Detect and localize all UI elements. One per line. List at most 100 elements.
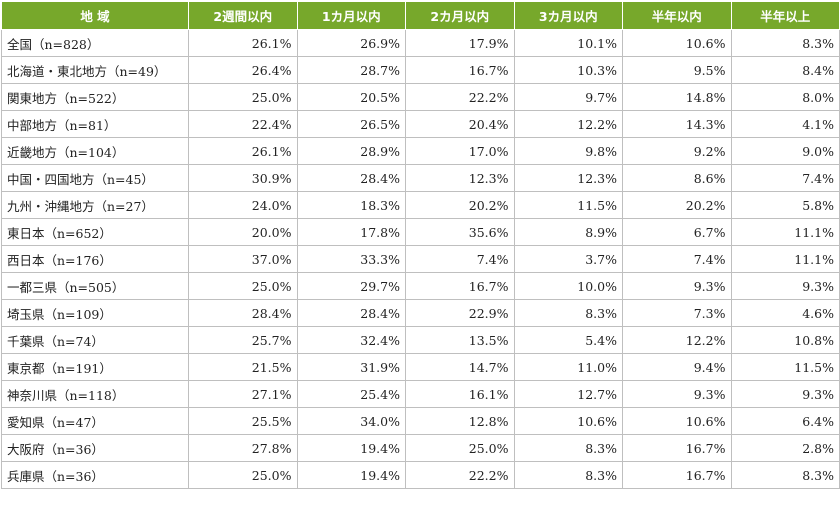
percent-cell: 27.1%	[188, 380, 298, 408]
header-2-weeks: 2週間以内	[188, 1, 298, 30]
percent-cell: 26.1%	[188, 29, 298, 57]
region-cell: 全国（n=828）	[1, 29, 189, 57]
percent-cell: 19.4%	[296, 434, 406, 462]
region-cell: 兵庫県（n=36）	[1, 461, 189, 489]
region-cell: 近畿地方（n=104）	[1, 137, 189, 165]
region-period-table: 地 域 2週間以内 1カ月以内 2カ月以内 3カ月以内 半年以内 半年以上 全国…	[1, 1, 840, 489]
percent-cell: 7.4%	[405, 245, 515, 273]
percent-cell: 16.7%	[622, 461, 732, 489]
percent-cell: 25.0%	[188, 461, 298, 489]
percent-cell: 17.8%	[296, 218, 406, 246]
percent-cell: 27.8%	[188, 434, 298, 462]
region-cell: 関東地方（n=522）	[1, 83, 189, 111]
percent-cell: 26.4%	[188, 56, 298, 84]
percent-cell: 25.0%	[405, 434, 515, 462]
percent-cell: 20.5%	[296, 83, 406, 111]
percent-cell: 9.3%	[622, 380, 732, 408]
header-over-half-year: 半年以上	[730, 1, 840, 30]
percent-cell: 17.9%	[405, 29, 515, 57]
percent-cell: 8.6%	[622, 164, 732, 192]
percent-cell: 8.3%	[513, 434, 623, 462]
percent-cell: 9.7%	[513, 83, 623, 111]
percent-cell: 9.4%	[622, 353, 732, 381]
region-cell: 埼玉県（n=109）	[1, 299, 189, 327]
percent-cell: 20.4%	[405, 110, 515, 138]
table-row: 埼玉県（n=109） 28.4% 28.4% 22.9% 8.3% 7.3% 4.6%	[1, 299, 840, 327]
table-row: 近畿地方（n=104） 26.1% 28.9% 17.0% 9.8% 9.2% 9.0%	[1, 137, 840, 165]
percent-cell: 14.3%	[622, 110, 732, 138]
percent-cell: 28.4%	[296, 164, 406, 192]
percent-cell: 21.5%	[188, 353, 298, 381]
percent-cell: 16.7%	[405, 56, 515, 84]
percent-cell: 12.3%	[513, 164, 623, 192]
percent-cell: 25.0%	[188, 83, 298, 111]
percent-cell: 2.8%	[730, 434, 840, 462]
region-cell: 東京都（n=191）	[1, 353, 189, 381]
percent-cell: 11.1%	[730, 218, 840, 246]
table-row: 全国（n=828） 26.1% 26.9% 17.9% 10.1% 10.6% 8.3%	[1, 29, 840, 57]
table-row: 九州・沖縄地方（n=27） 24.0% 18.3% 20.2% 11.5% 20.2% 5.…	[1, 191, 840, 219]
percent-cell: 10.0%	[513, 272, 623, 300]
table-row: 東京都（n=191） 21.5% 31.9% 14.7% 11.0% 9.4% 11.5%	[1, 353, 840, 381]
percent-cell: 8.3%	[730, 461, 840, 489]
region-cell: 東日本（n=652）	[1, 218, 189, 246]
region-cell: 中国・四国地方（n=45）	[1, 164, 189, 192]
region-cell: 一都三県（n=505）	[1, 272, 189, 300]
percent-cell: 8.3%	[730, 29, 840, 57]
region-cell: 愛知県（n=47）	[1, 407, 189, 435]
percent-cell: 14.7%	[405, 353, 515, 381]
percent-cell: 25.0%	[188, 272, 298, 300]
percent-cell: 9.0%	[730, 137, 840, 165]
percent-cell: 10.3%	[513, 56, 623, 84]
table-row: 西日本（n=176） 37.0% 33.3% 7.4% 3.7% 7.4% 11.1%	[1, 245, 840, 273]
region-cell: 大阪府（n=36）	[1, 434, 189, 462]
percent-cell: 16.7%	[622, 434, 732, 462]
percent-cell: 12.2%	[622, 326, 732, 354]
percent-cell: 9.2%	[622, 137, 732, 165]
table-row: 北海道・東北地方（n=49） 26.4% 28.7% 16.7% 10.3% 9.5% 8.…	[1, 56, 840, 84]
table-row: 中部地方（n=81） 22.4% 26.5% 20.4% 12.2% 14.3% 4.1%	[1, 110, 840, 138]
table-row: 兵庫県（n=36） 25.0% 19.4% 22.2% 8.3% 16.7% 8.3%	[1, 461, 840, 489]
percent-cell: 4.6%	[730, 299, 840, 327]
header-region: 地 域	[1, 1, 189, 30]
percent-cell: 6.7%	[622, 218, 732, 246]
percent-cell: 35.6%	[405, 218, 515, 246]
table-body: 全国（n=828） 26.1% 26.9% 17.9% 10.1% 10.6% 8.3% 北海…	[1, 29, 840, 489]
percent-cell: 12.8%	[405, 407, 515, 435]
percent-cell: 22.2%	[405, 83, 515, 111]
table-row: 千葉県（n=74） 25.7% 32.4% 13.5% 5.4% 12.2% 10.8%	[1, 326, 840, 354]
table-header: 地 域 2週間以内 1カ月以内 2カ月以内 3カ月以内 半年以内 半年以上	[1, 1, 840, 30]
percent-cell: 28.4%	[296, 299, 406, 327]
percent-cell: 9.3%	[730, 380, 840, 408]
percent-cell: 30.9%	[188, 164, 298, 192]
percent-cell: 9.8%	[513, 137, 623, 165]
percent-cell: 14.8%	[622, 83, 732, 111]
percent-cell: 22.9%	[405, 299, 515, 327]
percent-cell: 9.3%	[730, 272, 840, 300]
percent-cell: 11.5%	[730, 353, 840, 381]
percent-cell: 8.9%	[513, 218, 623, 246]
percent-cell: 25.7%	[188, 326, 298, 354]
percent-cell: 7.3%	[622, 299, 732, 327]
percent-cell: 18.3%	[296, 191, 406, 219]
table-row: 大阪府（n=36） 27.8% 19.4% 25.0% 8.3% 16.7% 2.8%	[1, 434, 840, 462]
header-half-year: 半年以内	[622, 1, 732, 30]
percent-cell: 8.3%	[513, 299, 623, 327]
table-row: 一都三県（n=505） 25.0% 29.7% 16.7% 10.0% 9.3% 9.3%	[1, 272, 840, 300]
percent-cell: 28.4%	[188, 299, 298, 327]
region-cell: 九州・沖縄地方（n=27）	[1, 191, 189, 219]
percent-cell: 10.6%	[513, 407, 623, 435]
region-cell: 北海道・東北地方（n=49）	[1, 56, 189, 84]
percent-cell: 11.5%	[513, 191, 623, 219]
percent-cell: 5.8%	[730, 191, 840, 219]
percent-cell: 8.3%	[513, 461, 623, 489]
percent-cell: 31.9%	[296, 353, 406, 381]
header-row: 地 域 2週間以内 1カ月以内 2カ月以内 3カ月以内 半年以内 半年以上	[1, 1, 840, 30]
percent-cell: 28.7%	[296, 56, 406, 84]
percent-cell: 20.2%	[405, 191, 515, 219]
percent-cell: 10.8%	[730, 326, 840, 354]
percent-cell: 6.4%	[730, 407, 840, 435]
percent-cell: 13.5%	[405, 326, 515, 354]
percent-cell: 37.0%	[188, 245, 298, 273]
header-2-months: 2カ月以内	[405, 1, 515, 30]
